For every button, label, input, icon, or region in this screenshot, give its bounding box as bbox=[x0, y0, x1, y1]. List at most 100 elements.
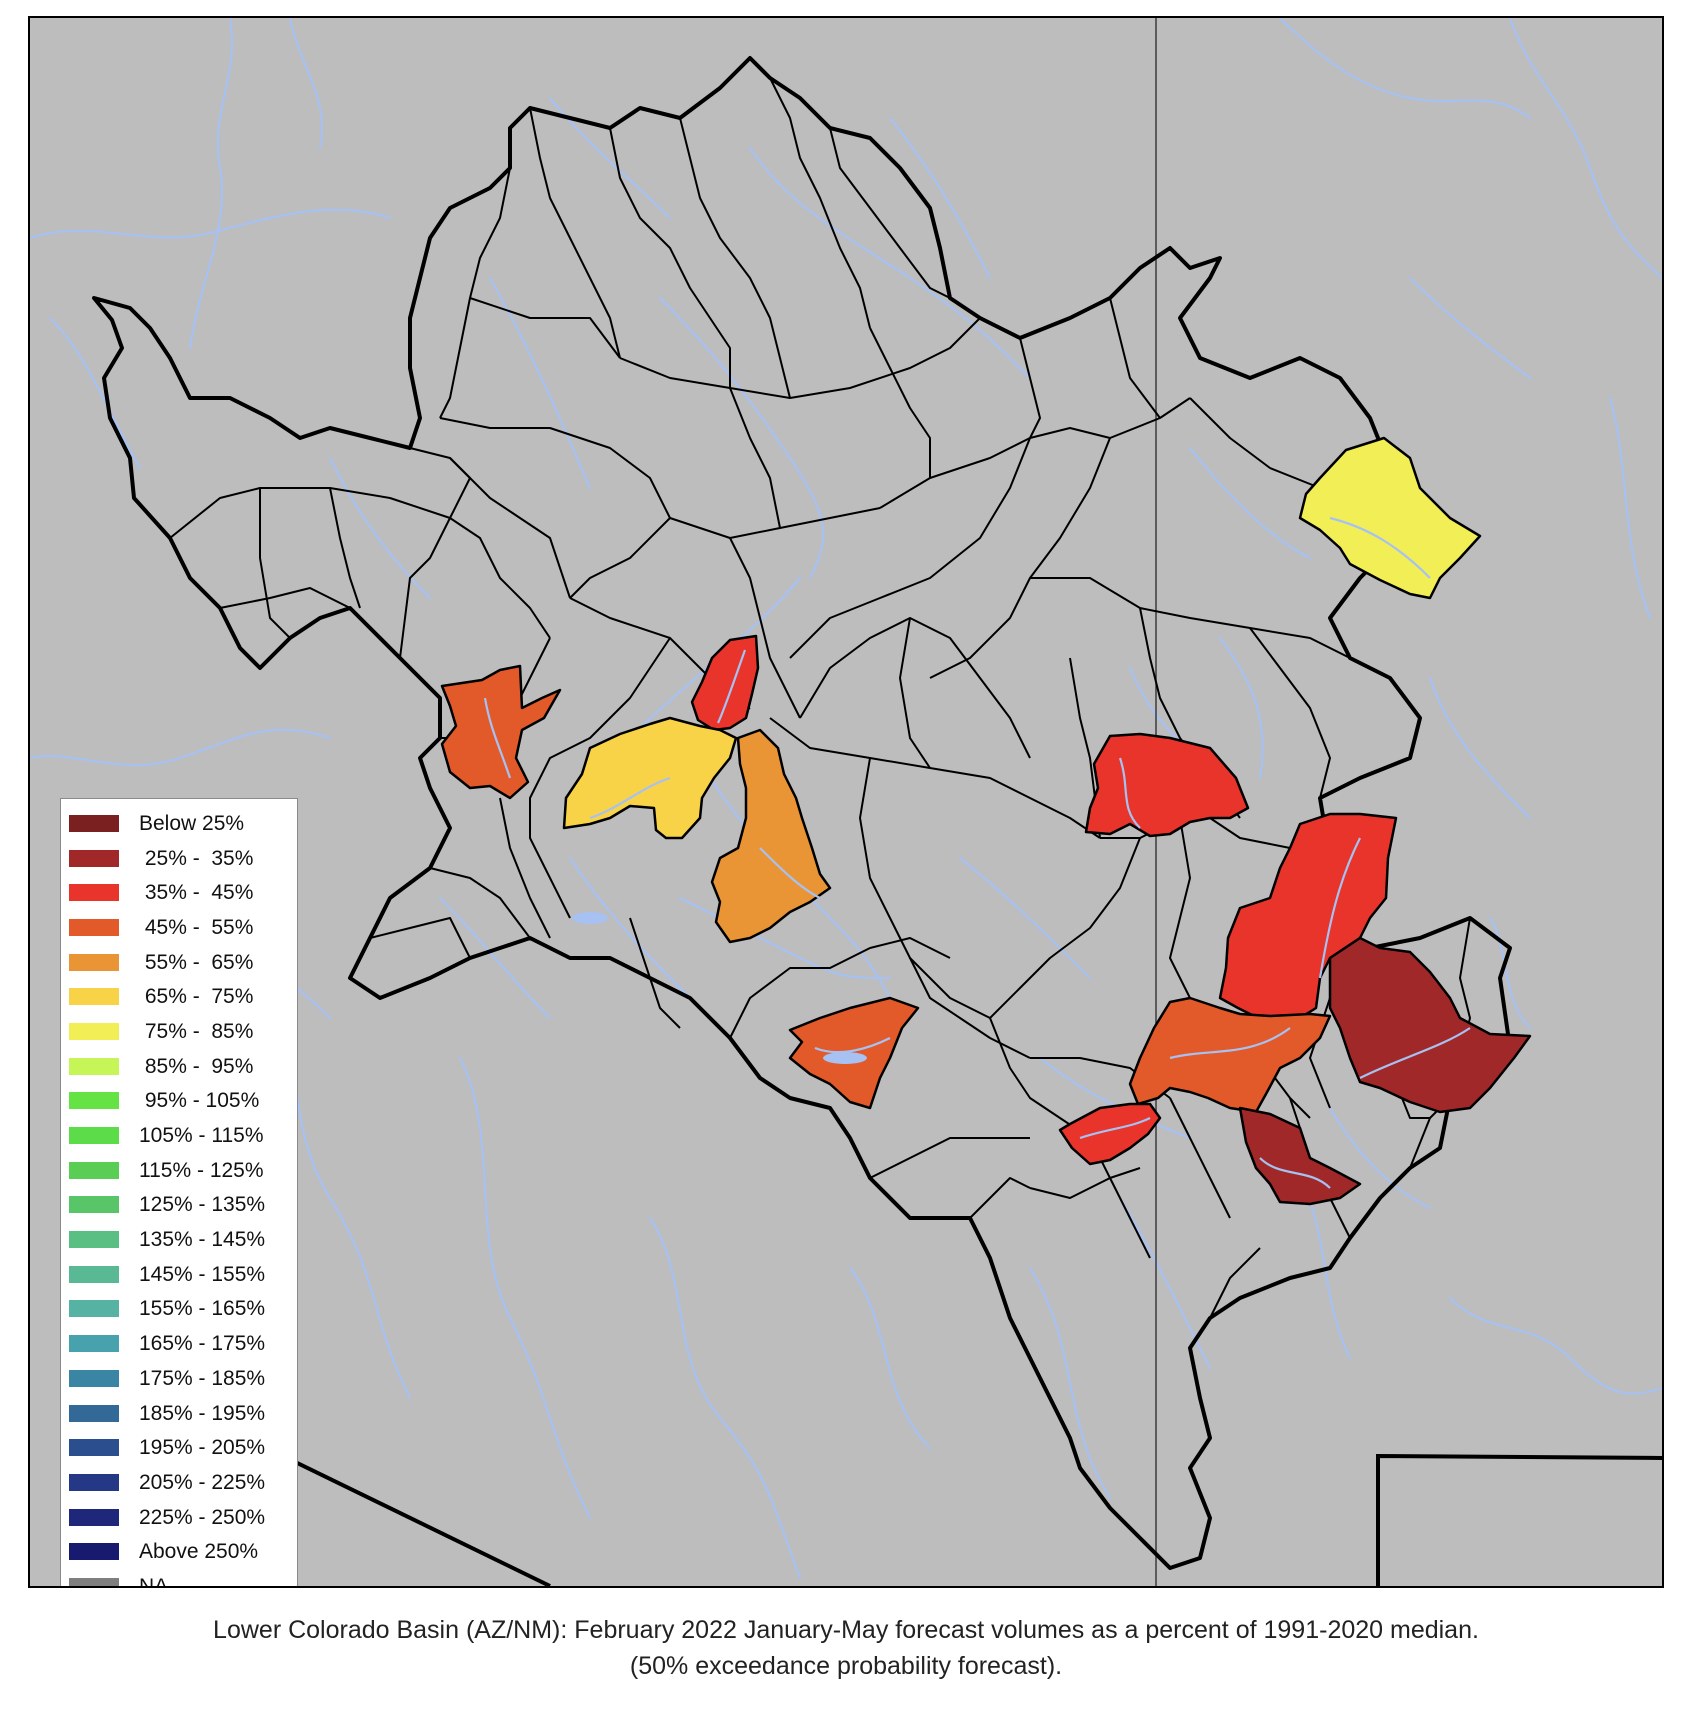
lake bbox=[823, 1052, 867, 1064]
legend-label: 135% - 145% bbox=[139, 1228, 266, 1252]
legend-label: 225% - 250% bbox=[139, 1505, 266, 1529]
legend-entry: 125% - 135% bbox=[69, 1188, 297, 1223]
legend-swatch bbox=[69, 884, 119, 902]
legend-label: NA bbox=[139, 1574, 169, 1588]
river bbox=[483, 697, 512, 779]
legend-swatch bbox=[69, 1231, 119, 1249]
river bbox=[1118, 757, 1141, 829]
river bbox=[1118, 1196, 1212, 1370]
caption-line-2: (50% exceedance probability forecast). bbox=[629, 1652, 1063, 1681]
basin-35-45-east bbox=[1084, 732, 1250, 838]
basin-map bbox=[30, 18, 1662, 1586]
river bbox=[30, 208, 392, 240]
river bbox=[1329, 516, 1431, 579]
legend-entry: 105% - 115% bbox=[69, 1118, 297, 1153]
river bbox=[188, 18, 234, 350]
river bbox=[888, 116, 992, 280]
legend-label: 85% - 95% bbox=[139, 1054, 254, 1078]
legend-swatch bbox=[69, 1404, 119, 1422]
river bbox=[1028, 1266, 1112, 1500]
legend-entry: 145% - 155% bbox=[69, 1257, 297, 1292]
river bbox=[488, 276, 592, 490]
legend-entry: Above 250% bbox=[69, 1534, 297, 1569]
basin-45-55-west bbox=[440, 664, 562, 800]
legend-swatch bbox=[69, 1473, 119, 1491]
legend-label: 45% - 55% bbox=[139, 915, 254, 939]
river bbox=[1079, 1117, 1151, 1140]
legend-entry: 35% - 45% bbox=[69, 875, 297, 910]
legend-entry: 135% - 145% bbox=[69, 1222, 297, 1257]
river bbox=[1169, 1027, 1291, 1060]
legend-swatch bbox=[69, 1161, 119, 1179]
border-line bbox=[1376, 1453, 1662, 1586]
river bbox=[759, 847, 821, 899]
legend-entry: 115% - 125% bbox=[69, 1153, 297, 1188]
legend-swatch bbox=[69, 1092, 119, 1110]
legend-entry: 25% - 35% bbox=[69, 841, 297, 876]
legend-entry: 85% - 95% bbox=[69, 1049, 297, 1084]
map-caption: Lower Colorado Basin (AZ/NM): February 2… bbox=[0, 1612, 1692, 1685]
river bbox=[48, 316, 142, 470]
caption-line-1: Lower Colorado Basin (AZ/NM): February 2… bbox=[213, 1616, 1479, 1644]
legend-swatch bbox=[69, 1577, 119, 1586]
legend-entry: NA bbox=[69, 1569, 297, 1588]
river bbox=[589, 776, 671, 820]
legend-entry: 195% - 205% bbox=[69, 1430, 297, 1465]
legend-label: 25% - 35% bbox=[139, 846, 254, 870]
legend-swatch bbox=[69, 1508, 119, 1526]
legend-label: 75% - 85% bbox=[139, 1019, 254, 1043]
river bbox=[1218, 636, 1264, 780]
lake bbox=[572, 912, 608, 924]
legend-entry: 45% - 55% bbox=[69, 910, 297, 945]
legend-swatch bbox=[69, 1196, 119, 1214]
legend-swatch bbox=[69, 953, 119, 971]
legend-swatch bbox=[69, 814, 119, 832]
legend-entry: 95% - 105% bbox=[69, 1084, 297, 1119]
legend-label: 105% - 115% bbox=[139, 1124, 264, 1148]
river bbox=[658, 296, 825, 580]
river bbox=[1448, 1296, 1662, 1395]
legend-label: Below 25% bbox=[139, 811, 245, 835]
river bbox=[328, 456, 432, 600]
legend-swatch bbox=[69, 1369, 119, 1387]
river bbox=[648, 1216, 802, 1580]
legend-label: 65% - 75% bbox=[139, 985, 254, 1009]
legend-label: Above 250% bbox=[139, 1540, 259, 1564]
legend-label: 145% - 155% bbox=[139, 1262, 266, 1286]
river bbox=[1428, 676, 1532, 820]
legend-label: 175% - 185% bbox=[139, 1366, 266, 1390]
basin-55-65 bbox=[710, 728, 832, 944]
legend-label: 155% - 165% bbox=[139, 1297, 266, 1321]
border-line bbox=[249, 1438, 551, 1586]
map-panel: Below 25% 25% - 35% 35% - 45% 45% - 55% … bbox=[28, 16, 1664, 1588]
basin-25-35-south bbox=[1238, 1106, 1362, 1206]
river bbox=[848, 1266, 932, 1450]
river bbox=[1318, 837, 1361, 979]
legend-entry: 175% - 185% bbox=[69, 1361, 297, 1396]
basin-outline bbox=[92, 56, 1512, 1570]
legend-swatch bbox=[69, 918, 119, 936]
legend-label: 115% - 125% bbox=[139, 1158, 264, 1182]
legend-swatch bbox=[69, 1022, 119, 1040]
forecast-basins bbox=[440, 436, 1532, 1206]
river bbox=[458, 1056, 592, 1520]
basin-rivers bbox=[483, 516, 1471, 1189]
legend-entry: 205% - 225% bbox=[69, 1465, 297, 1500]
river bbox=[1608, 396, 1652, 620]
river bbox=[288, 18, 324, 150]
legend-label: 95% - 105% bbox=[139, 1089, 260, 1113]
legend-entry: 225% - 250% bbox=[69, 1500, 297, 1535]
legend-label: 55% - 65% bbox=[139, 950, 254, 974]
basin-65-75 bbox=[562, 716, 738, 840]
river bbox=[1488, 916, 1532, 1030]
legend-swatch bbox=[69, 1265, 119, 1283]
river bbox=[748, 146, 1032, 380]
legend-label: 205% - 225% bbox=[139, 1470, 266, 1494]
river bbox=[1508, 18, 1662, 280]
basin-45-55-central bbox=[1128, 996, 1332, 1114]
legend-swatch bbox=[69, 1127, 119, 1145]
basin-75-85 bbox=[1298, 436, 1482, 600]
basin-35-45-north bbox=[690, 634, 760, 732]
river bbox=[438, 896, 552, 1020]
basin-35-45-small bbox=[1058, 1102, 1162, 1166]
